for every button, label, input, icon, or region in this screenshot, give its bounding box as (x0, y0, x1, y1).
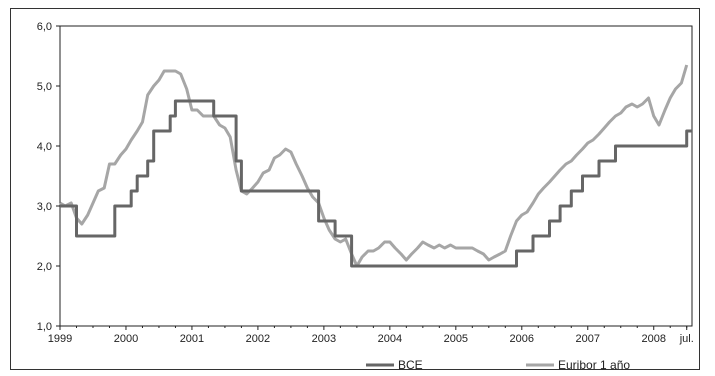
axes (56, 25, 693, 330)
y-tick-label: 3,0 (37, 201, 52, 213)
x-tick-label: 2000 (114, 333, 138, 345)
x-tick-label: 2005 (444, 333, 468, 345)
y-tick-label: 4,0 (37, 141, 52, 153)
x-axis-tick-labels: 1999 2000 2001 2002 2003 2004 2005 2006 … (48, 333, 694, 345)
x-tick-label: 2007 (576, 333, 600, 345)
y-tick-label: 2,0 (37, 261, 52, 273)
x-tick-label: jul. (679, 333, 694, 345)
series-line-bce (60, 99, 692, 268)
x-tick-label: 1999 (48, 333, 72, 345)
plot-area-border (59, 25, 693, 327)
y-tick-label: 6,0 (37, 21, 52, 33)
x-tick-label: 2002 (246, 333, 270, 345)
x-tick-label: 2003 (312, 333, 336, 345)
y-axis-tick-labels: 1,0 2,0 3,0 4,0 5,0 6,0 (37, 21, 52, 333)
series-line-euribor (59, 64, 689, 268)
y-tick-label: 1,0 (37, 321, 52, 333)
x-tick-label: 2004 (378, 333, 402, 345)
y-tick-label: 5,0 (37, 81, 52, 93)
legend-label-euribor: Euribor 1 año (558, 358, 630, 372)
x-tick-label: 2008 (641, 333, 665, 345)
chart-frame (10, 8, 700, 370)
x-tick-label: 2001 (180, 333, 204, 345)
legend-label-bce: BCE (398, 358, 423, 372)
legend: BCE Euribor 1 año (366, 358, 630, 372)
x-tick-label: 2006 (510, 333, 534, 345)
